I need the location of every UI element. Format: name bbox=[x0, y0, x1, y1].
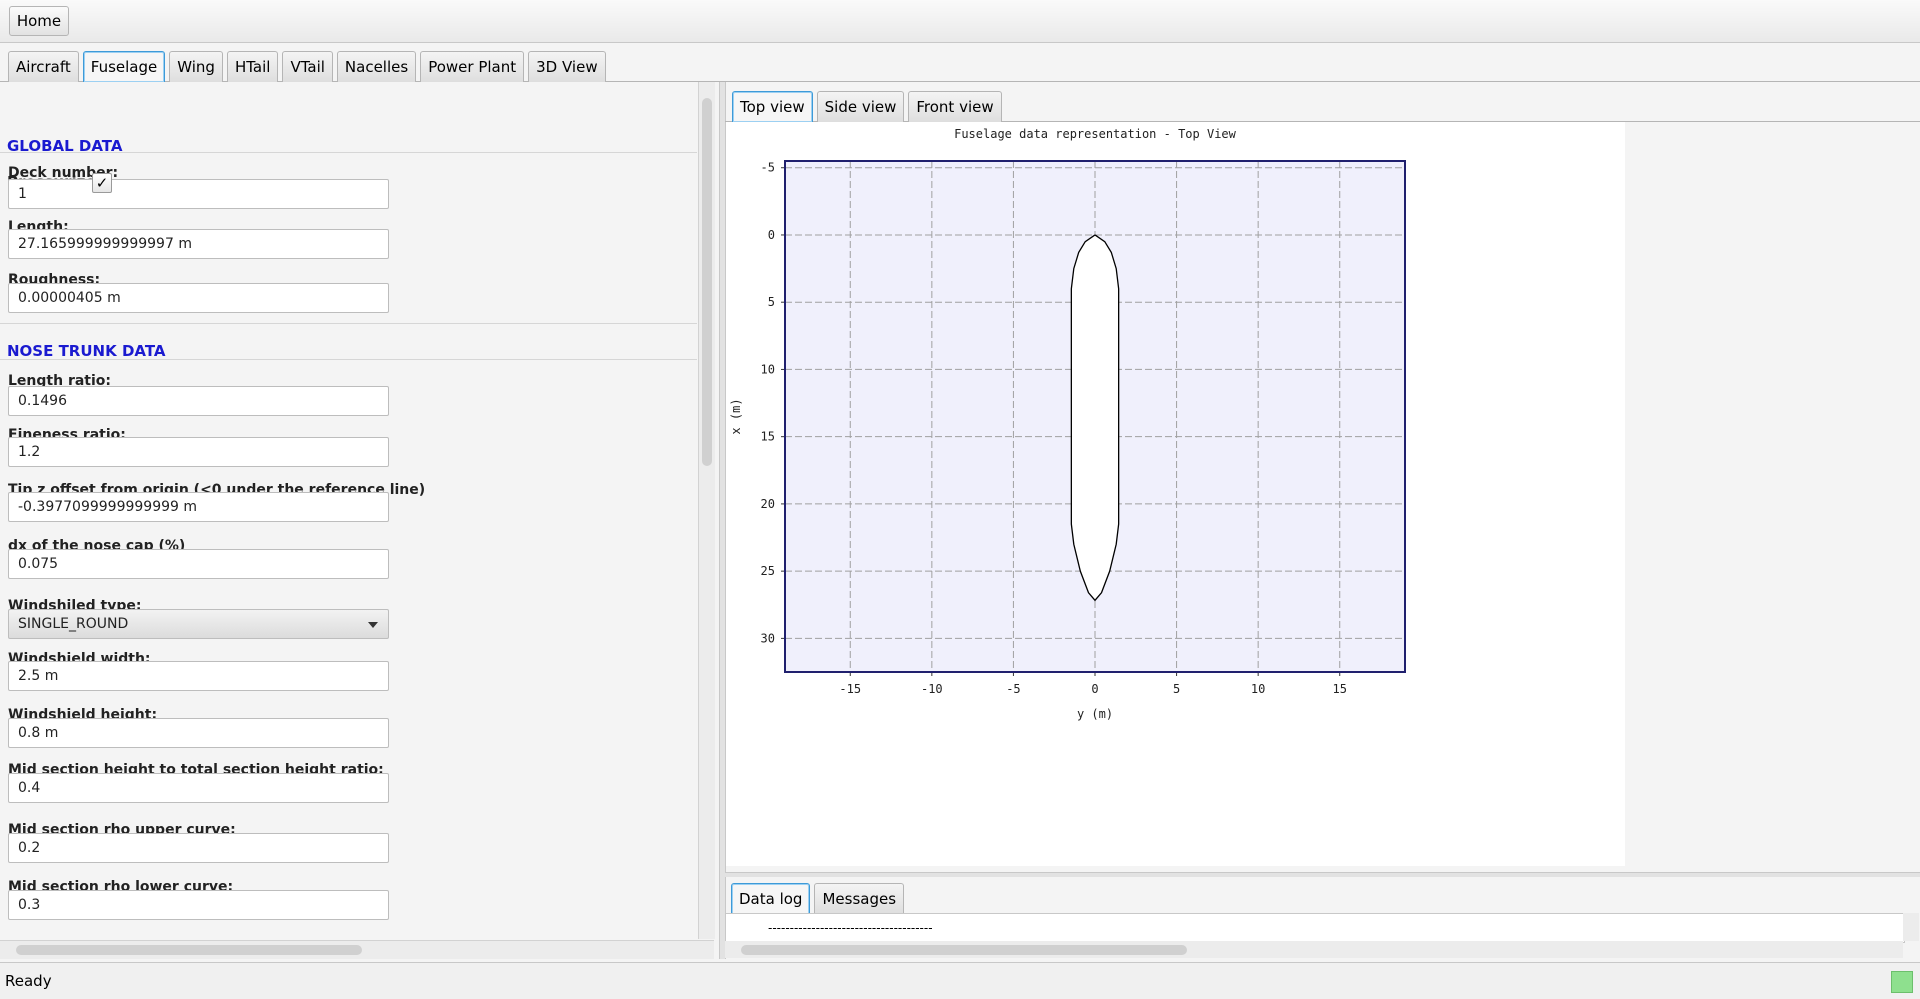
main-tabs: Aircraft Fuselage Wing HTail VTail Nacelles Po… bbox=[8, 51, 606, 82]
tab-line bbox=[0, 81, 1920, 82]
status-indicator bbox=[1891, 971, 1913, 993]
chart: Fuselage data representation - Top View … bbox=[729, 127, 1406, 721]
text-field[interactable]: 1.2 bbox=[8, 437, 389, 467]
tab[interactable]: Top view bbox=[732, 91, 813, 122]
toolbar bbox=[0, 0, 1920, 43]
home-button[interactable]: Home bbox=[9, 6, 69, 36]
pressurized-checkbox[interactable]: ✓ bbox=[92, 173, 112, 193]
tab[interactable]: Wing bbox=[169, 51, 223, 82]
text-field[interactable]: 0.00000405 m bbox=[8, 283, 389, 313]
vertical-scrollbar[interactable] bbox=[698, 82, 715, 939]
field-label: Deck number: bbox=[8, 165, 119, 181]
y-tick-label: 0 bbox=[768, 228, 775, 242]
x-tick-label: -15 bbox=[839, 682, 861, 696]
x-axis-label: y (m) bbox=[1077, 707, 1113, 721]
section-title: GLOBAL DATA bbox=[7, 137, 123, 155]
text-field[interactable]: 27.165999999999997 m bbox=[8, 229, 389, 259]
log-hscroll[interactable] bbox=[725, 941, 1903, 958]
tab[interactable]: Front view bbox=[908, 91, 1002, 122]
separator bbox=[0, 152, 697, 153]
chart-area: Fuselage data representation - Top View … bbox=[726, 122, 1625, 866]
y-axis-label: x (m) bbox=[729, 398, 743, 434]
tab[interactable]: Fuselage bbox=[82, 51, 166, 82]
text-field[interactable]: 0.075 bbox=[8, 549, 389, 579]
x-tick-label: 5 bbox=[1173, 682, 1180, 696]
status-text: Ready bbox=[5, 972, 52, 990]
separator bbox=[0, 323, 697, 324]
tab[interactable]: HTail bbox=[226, 51, 279, 82]
splitter[interactable] bbox=[725, 872, 1920, 877]
combo-arrow bbox=[368, 622, 378, 628]
text-field[interactable]: 0.8 m bbox=[8, 718, 389, 748]
tab[interactable]: Power Plant bbox=[420, 51, 525, 82]
text-field[interactable]: 0.3 bbox=[8, 890, 389, 920]
y-tick-label: 30 bbox=[761, 631, 775, 645]
y-tick-label: 20 bbox=[761, 497, 775, 511]
text-field[interactable]: 0.1496 bbox=[8, 386, 389, 416]
log-tabs: Data log Messages bbox=[731, 883, 905, 914]
tab[interactable]: VTail bbox=[282, 51, 333, 82]
x-tick-label: -5 bbox=[1006, 682, 1020, 696]
tab[interactable]: Side view bbox=[816, 91, 905, 122]
y-tick-label: 25 bbox=[761, 564, 775, 578]
x-tick-label: 10 bbox=[1251, 682, 1265, 696]
separator bbox=[0, 359, 697, 360]
x-tick-label: 0 bbox=[1091, 682, 1098, 696]
divider[interactable] bbox=[719, 82, 726, 959]
text-field[interactable]: -0.3977099999999999 m bbox=[8, 492, 389, 522]
x-tick-label: -10 bbox=[921, 682, 943, 696]
chart-title: Fuselage data representation - Top View bbox=[954, 127, 1237, 141]
fuselage-outline bbox=[1070, 234, 1120, 602]
tab[interactable]: Nacelles bbox=[336, 51, 417, 82]
plot-frame bbox=[784, 160, 1406, 673]
tab[interactable]: Messages bbox=[814, 883, 905, 914]
field-label: Length ratio: bbox=[8, 373, 111, 389]
y-tick-label: -5 bbox=[761, 161, 775, 175]
log-text: -------------------------------------- bbox=[768, 921, 933, 935]
log-area: -------------------------------------- bbox=[725, 913, 1905, 943]
text-field[interactable]: 0.2 bbox=[8, 833, 389, 863]
section-title: NOSE TRUNK DATA bbox=[7, 342, 166, 360]
text-field[interactable]: 2.5 m bbox=[8, 661, 389, 691]
tab[interactable]: Aircraft bbox=[8, 51, 79, 82]
status-bar: Ready bbox=[0, 962, 1920, 999]
log-vscroll[interactable] bbox=[1903, 913, 1919, 941]
view-tabs: Top view Side view Front view bbox=[732, 91, 1002, 122]
combo-box[interactable]: SINGLE_ROUND bbox=[8, 609, 389, 639]
text-field[interactable]: 1 bbox=[8, 179, 389, 209]
y-tick-label: 15 bbox=[761, 430, 775, 444]
x-tick-label: 15 bbox=[1333, 682, 1347, 696]
text-field[interactable]: 0.4 bbox=[8, 773, 389, 803]
y-tick-label: 10 bbox=[761, 362, 775, 376]
tab[interactable]: Data log bbox=[731, 883, 811, 914]
horizontal-scrollbar[interactable] bbox=[0, 940, 714, 959]
y-tick-label: 5 bbox=[768, 295, 775, 309]
tab[interactable]: 3D View bbox=[528, 51, 606, 82]
view-tab-line bbox=[725, 121, 1920, 122]
